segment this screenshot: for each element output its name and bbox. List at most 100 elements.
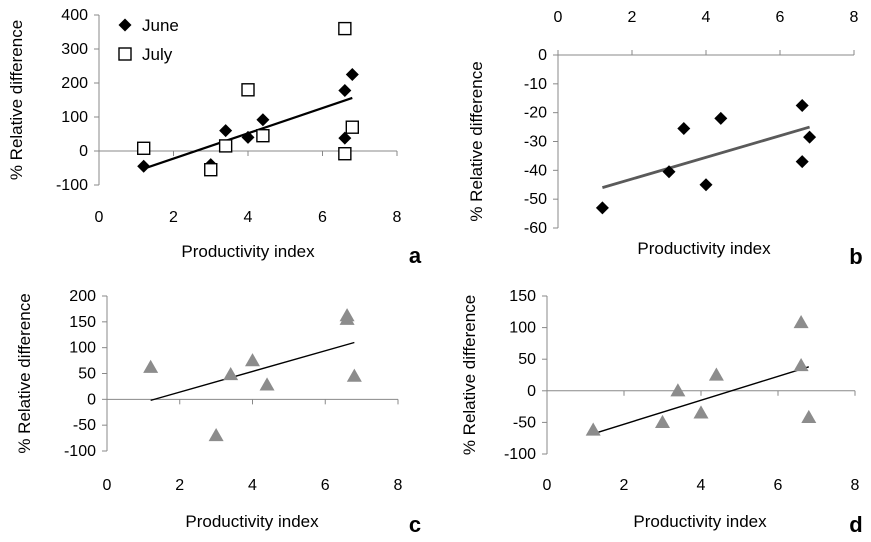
panel-d-series-point: [793, 358, 809, 372]
panel-a-y-axis-label: % Relative difference: [7, 20, 26, 180]
panel-b-y-tick-label: -10: [524, 76, 547, 93]
panel-a-y-tick-label: 0: [79, 143, 88, 160]
panel-b-series-point: [795, 98, 809, 112]
panel-a-legend-label-june: June: [142, 16, 179, 35]
panel-a-x-axis-label: Productivity index: [181, 242, 315, 261]
panel-a-x-tick-label: 2: [169, 209, 178, 226]
panel-b-y-tick-label: 0: [538, 47, 547, 64]
panel-d-series-point: [801, 409, 817, 423]
panel-d-x-tick-label: 2: [620, 477, 629, 494]
panel-d-series-point: [670, 383, 686, 397]
panel-a-y-tick-label: 200: [61, 75, 88, 92]
panel-b-y-tick-label: -40: [524, 162, 547, 179]
panel-a-x-tick-label: 4: [244, 209, 253, 226]
panel-a-july-point: [256, 128, 270, 143]
panel-b-y-tick-label: -20: [524, 105, 547, 122]
panel-a-x-tick-label: 0: [95, 209, 104, 226]
panel-b-series-point: [795, 155, 809, 169]
panel-d-x-tick-label: 0: [543, 477, 552, 494]
panel-d-series-point: [693, 405, 709, 419]
panel-a-june-point: [219, 124, 233, 138]
panel-b-series-point: [677, 122, 691, 136]
panel-b-x-tick-label: 6: [776, 9, 785, 26]
panel-a-july-point: [345, 120, 359, 134]
panel-d-series-point: [708, 367, 724, 381]
panel-d-series-point: [585, 422, 601, 436]
panel-a-june-point: [338, 131, 352, 145]
panel-a-july-point: [338, 21, 352, 36]
panel-a-legend-label-july: July: [142, 45, 173, 64]
panel-c-series-point: [339, 311, 355, 325]
panel-c-trendline: [150, 341, 355, 402]
panel-a-july-point: [218, 139, 233, 153]
panel-d-y-tick-label: 0: [527, 383, 536, 400]
panel-a-x-tick-label: 8: [393, 209, 402, 226]
panel-d-y-tick-label: -100: [504, 446, 536, 463]
panel-c-x-tick-label: 8: [394, 477, 403, 494]
panel-a-july-point: [338, 147, 352, 161]
panel-c-y-tick-label: -100: [64, 443, 96, 460]
panel-d-letter: d: [849, 512, 862, 537]
panel-a-legend-marker-july: [118, 47, 132, 61]
panel-c-y-tick-label: 200: [69, 288, 96, 305]
panel-c-series-point: [259, 377, 275, 391]
panel-a-june-point: [137, 159, 151, 173]
panel-d-y-axis-label: % Relative difference: [460, 295, 479, 455]
panel-d-series-point: [655, 414, 670, 429]
panel-c-x-tick-label: 4: [248, 477, 257, 494]
panel-b-series-point: [699, 178, 713, 192]
panel-a-june-point: [345, 68, 359, 81]
panel-d-x-tick-label: 8: [851, 477, 860, 494]
panel-d-trendline: [592, 366, 810, 435]
panel-c-series-point: [245, 353, 260, 367]
panel-d-x-tick-label: 6: [774, 477, 783, 494]
panel-a-y-tick-label: 100: [61, 109, 88, 126]
panel-a-letter: a: [409, 243, 422, 268]
panel-c-series-point: [143, 359, 159, 373]
panel-b-x-axis-label: Productivity index: [637, 239, 771, 258]
panel-a-june-point: [241, 130, 255, 144]
panel-b-y-axis-label: % Relative difference: [467, 61, 486, 221]
panel-a-y-tick-label: -100: [56, 177, 88, 194]
panel-b-x-tick-label: 4: [702, 9, 711, 26]
panel-b-letter: b: [849, 244, 862, 269]
panel-b-series-point: [803, 130, 817, 144]
panel-b-series-point: [662, 165, 676, 179]
panel-b-series-point: [595, 201, 609, 215]
panel-b-series-point: [714, 111, 728, 125]
panel-b-x-tick-label: 0: [554, 9, 563, 26]
panel-a-july-point: [241, 83, 255, 97]
panel-d-x-axis-label: Productivity index: [633, 512, 767, 531]
panel-b-x-tick-label: 8: [850, 9, 859, 26]
panel-c-y-tick-label: 100: [69, 340, 96, 357]
panel-a-legend-marker-june: [118, 18, 132, 32]
panel-b-trendline: [602, 125, 810, 189]
panel-c-y-tick-label: 50: [78, 366, 96, 383]
panel-c-y-axis-label: % Relative difference: [15, 293, 34, 453]
panel-c-x-axis-label: Productivity index: [185, 512, 319, 531]
panel-c-x-tick-label: 0: [103, 477, 112, 494]
panel-a-july-point: [204, 162, 218, 177]
panel-d-x-tick-label: 4: [697, 477, 706, 494]
panel-d-series-point: [793, 315, 809, 329]
panel-c-y-tick-label: -50: [73, 417, 96, 434]
panel-c-y-tick-label: 150: [69, 314, 96, 331]
panel-c-x-tick-label: 6: [321, 477, 330, 494]
panel-b-y-tick-label: -50: [524, 191, 547, 208]
panel-b-y-tick-label: -30: [524, 134, 547, 151]
panel-a-x-tick-label: 6: [318, 209, 327, 226]
panel-d-y-tick-label: 100: [509, 320, 536, 337]
panel-d-y-tick-label: 50: [518, 351, 536, 368]
panel-c-series-point: [346, 368, 362, 382]
panel-a-june-point: [256, 113, 270, 127]
panel-a-y-tick-label: 300: [61, 41, 88, 58]
panel-d-y-tick-label: 150: [509, 288, 536, 305]
panel-c-series-point: [208, 428, 224, 442]
panel-d-y-tick-label: -50: [513, 414, 536, 431]
panel-c-series-point: [223, 367, 239, 381]
panel-b-x-tick-label: 2: [628, 9, 637, 26]
panel-c-x-tick-label: 2: [175, 477, 184, 494]
panel-c-letter: c: [409, 512, 421, 537]
panel-c-y-tick-label: 0: [87, 391, 96, 408]
